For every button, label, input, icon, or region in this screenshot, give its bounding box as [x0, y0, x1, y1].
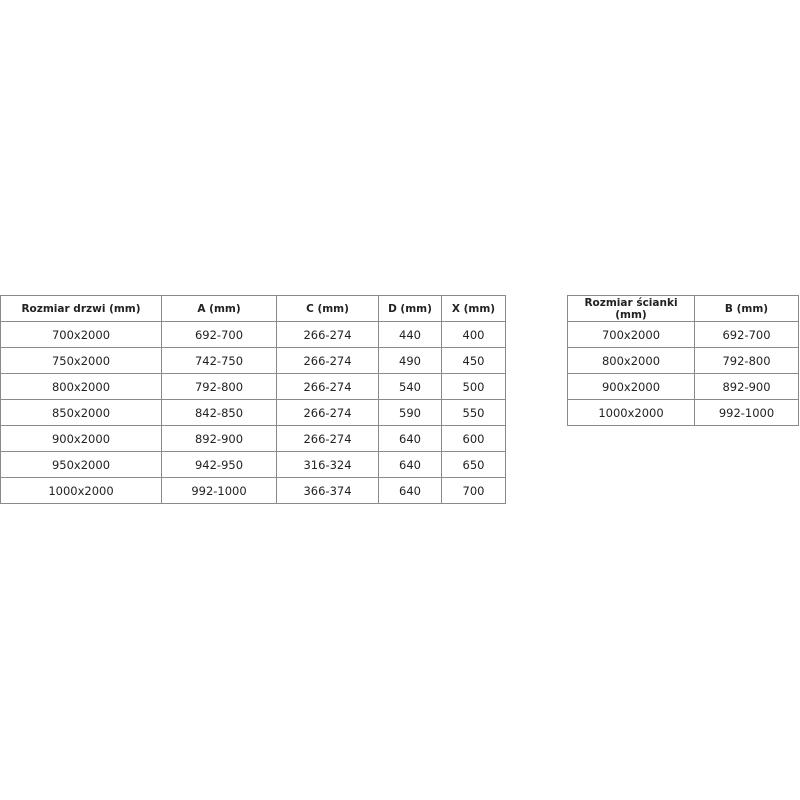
table-row: 900x2000 892-900: [567, 373, 799, 400]
table-cell: 316-324: [276, 451, 379, 478]
table-cell: 450: [441, 347, 506, 374]
header-cell: X (mm): [441, 295, 506, 322]
table-cell: 750x2000: [0, 347, 162, 374]
table-cell: 1000x2000: [567, 399, 695, 426]
table-cell: 440: [378, 321, 442, 348]
table-cell: 992-1000: [161, 477, 277, 504]
table-cell: 950x2000: [0, 451, 162, 478]
table-cell: 900x2000: [0, 425, 162, 452]
table-cell: 842-850: [161, 399, 277, 426]
table-cell: 742-750: [161, 347, 277, 374]
panel-size-table: Rozmiar ścianki (mm) B (mm) 700x2000 692-70…: [567, 295, 799, 426]
header-cell: B (mm): [694, 295, 799, 322]
table-cell: 266-274: [276, 321, 379, 348]
header-cell: D (mm): [378, 295, 442, 322]
table-cell: 892-900: [694, 373, 799, 400]
table-cell: 992-1000: [694, 399, 799, 426]
table-cell: 1000x2000: [0, 477, 162, 504]
table-cell: 700: [441, 477, 506, 504]
table-cell: 500: [441, 373, 506, 400]
header-cell: C (mm): [276, 295, 379, 322]
header-cell: A (mm): [161, 295, 277, 322]
table-cell: 266-274: [276, 425, 379, 452]
table-row: 700x2000 692-700: [567, 321, 799, 348]
table-cell: 800x2000: [0, 373, 162, 400]
table-row: 950x2000 942-950 316-324 640 650: [0, 451, 506, 478]
table-row: 750x2000 742-750 266-274 490 450: [0, 347, 506, 374]
table-cell: 640: [378, 477, 442, 504]
table-cell: 540: [378, 373, 442, 400]
table-cell: 792-800: [694, 347, 799, 374]
table-cell: 490: [378, 347, 442, 374]
table-cell: 900x2000: [567, 373, 695, 400]
table-row: 900x2000 892-900 266-274 640 600: [0, 425, 506, 452]
table-cell: 700x2000: [0, 321, 162, 348]
table-cell: 700x2000: [567, 321, 695, 348]
table-cell: 800x2000: [567, 347, 695, 374]
table-row: 1000x2000 992-1000: [567, 399, 799, 426]
door-size-table: Rozmiar drzwi (mm) A (mm) C (mm) D (mm) X (m…: [0, 295, 506, 504]
table-cell: 892-900: [161, 425, 277, 452]
header-row: Rozmiar drzwi (mm) A (mm) C (mm) D (mm) X (m…: [0, 295, 506, 322]
table-cell: 400: [441, 321, 506, 348]
table-cell: 550: [441, 399, 506, 426]
table-cell: 640: [378, 451, 442, 478]
table-row: 700x2000 692-700 266-274 440 400: [0, 321, 506, 348]
table-row: 800x2000 792-800 266-274 540 500: [0, 373, 506, 400]
table-cell: 942-950: [161, 451, 277, 478]
header-cell: Rozmiar drzwi (mm): [0, 295, 162, 322]
table-cell: 792-800: [161, 373, 277, 400]
table-cell: 650: [441, 451, 506, 478]
table-row: 800x2000 792-800: [567, 347, 799, 374]
table-cell: 600: [441, 425, 506, 452]
table-row: 1000x2000 992-1000 366-374 640 700: [0, 477, 506, 504]
table-cell: 266-274: [276, 373, 379, 400]
header-cell: Rozmiar ścianki (mm): [567, 295, 695, 322]
table-cell: 366-374: [276, 477, 379, 504]
table-cell: 850x2000: [0, 399, 162, 426]
table-cell: 266-274: [276, 347, 379, 374]
table-row: 850x2000 842-850 266-274 590 550: [0, 399, 506, 426]
table-cell: 640: [378, 425, 442, 452]
table-cell: 266-274: [276, 399, 379, 426]
table-cell: 692-700: [694, 321, 799, 348]
header-row: Rozmiar ścianki (mm) B (mm): [567, 295, 799, 322]
table-cell: 692-700: [161, 321, 277, 348]
table-cell: 590: [378, 399, 442, 426]
